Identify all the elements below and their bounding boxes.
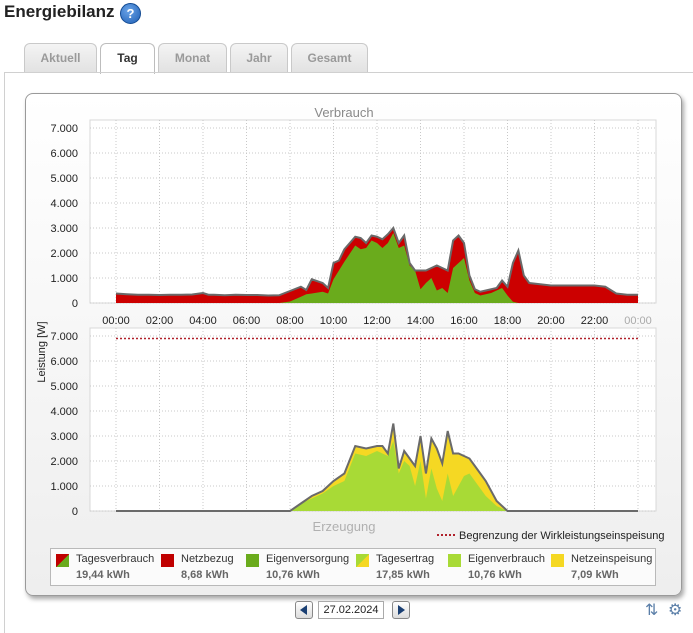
legend-swatch xyxy=(56,554,69,567)
y-tick-label: 1.000 xyxy=(50,481,78,493)
x-tick-label: 10:00 xyxy=(320,315,348,327)
limit-legend-label: Begrenzung der Wirkleistungseinspeisung xyxy=(459,530,664,542)
x-tick-label: 16:00 xyxy=(450,315,478,327)
content-frame xyxy=(4,72,693,633)
series-line-tagesertrag xyxy=(116,423,638,512)
x-tick-label: 02:00 xyxy=(146,315,174,327)
erzeugung-chart: 0 1.000 2.000 3.000 4.000 5.000 6.000 7.000 xyxy=(50,327,657,518)
x-tick-label: 06:00 xyxy=(233,315,261,327)
page-title: Energiebilanz xyxy=(4,2,115,21)
y-tick-label: 4.000 xyxy=(50,406,78,418)
y-tick-label: 7.000 xyxy=(50,331,78,343)
verbrauch-chart: 0 1.000 2.000 3.000 4.000 5.000 6.000 7.000 00:0… xyxy=(50,119,657,327)
y-tick-label: 0 xyxy=(72,298,78,310)
previous-day-button[interactable] xyxy=(295,601,313,619)
sort-icon[interactable]: ⇅ xyxy=(645,602,659,619)
legend-name: Tagesertrag xyxy=(376,553,435,565)
legend-value: 19,44 kWh xyxy=(76,569,130,581)
x-tick-label: 00:00 xyxy=(102,315,130,327)
x-tick-label: 18:00 xyxy=(494,315,522,327)
y-tick-label: 6.000 xyxy=(50,356,78,368)
x-tick-label: 20:00 xyxy=(537,315,565,327)
x-tick-label: 04:00 xyxy=(189,315,217,327)
chart-title-erzeugung: Erzeugung xyxy=(313,519,376,534)
legend-name: Tagesverbrauch xyxy=(76,553,155,565)
legend-swatch xyxy=(448,554,461,567)
area-eigenverbrauch xyxy=(116,441,638,511)
y-tick-label: 3.000 xyxy=(50,223,78,235)
y-tick-label: 2.000 xyxy=(50,456,78,468)
x-tick-label: 14:00 xyxy=(407,315,435,327)
legend-name: Netzbezug xyxy=(181,553,234,565)
tab-gesamt[interactable]: Gesamt xyxy=(291,43,368,72)
y-tick-label: 4.000 xyxy=(50,198,78,210)
tab-aktuell[interactable]: Aktuell xyxy=(24,43,97,72)
y-tick-label: 3.000 xyxy=(50,431,78,443)
y-tick-label: 6.000 xyxy=(50,148,78,160)
help-icon[interactable]: ? xyxy=(120,3,141,24)
legend-swatch xyxy=(551,554,564,567)
legend-name: Eigenversorgung xyxy=(266,553,350,565)
x-tick-label: 12:00 xyxy=(363,315,391,327)
y-tick-label: 5.000 xyxy=(50,381,78,393)
legend-value: 7,09 kWh xyxy=(571,569,619,581)
next-day-button[interactable] xyxy=(392,601,410,619)
y-tick-label: 1.000 xyxy=(50,273,78,285)
legend-swatch xyxy=(161,554,174,567)
series-line-tagesverbrauch xyxy=(115,226,638,297)
legend-name: Netzeinspeisung xyxy=(571,553,653,565)
legend-swatch xyxy=(246,554,259,567)
legend-value: 10,76 kWh xyxy=(266,569,320,581)
tab-monat[interactable]: Monat xyxy=(158,43,227,72)
y-tick-label: 2.000 xyxy=(50,248,78,260)
y-tick-label: 7.000 xyxy=(50,123,78,135)
y-axis-label: Leistung [W] xyxy=(36,321,48,382)
legend-box: Tagesverbrauch 19,44 kWh Netzbezug 8,68 … xyxy=(50,548,656,586)
legend-value: 10,76 kWh xyxy=(468,569,522,581)
energy-charts: Verbrauch Erzeugung Leistung [W] 0 1.000 2… xyxy=(36,105,664,542)
x-tick-label: 08:00 xyxy=(276,315,304,327)
chart-title-verbrauch: Verbrauch xyxy=(314,105,373,120)
gear-icon[interactable]: ⚙ xyxy=(668,602,683,619)
y-tick-label: 0 xyxy=(72,506,78,518)
x-tick-label: 00:00 xyxy=(624,315,652,327)
y-tick-label: 5.000 xyxy=(50,173,78,185)
legend-name: Eigenverbrauch xyxy=(468,553,546,565)
legend-value: 17,85 kWh xyxy=(376,569,430,581)
tab-tag[interactable]: Tag xyxy=(100,43,155,74)
date-field[interactable]: 27.02.2024 xyxy=(318,601,384,619)
x-tick-label: 22:00 xyxy=(581,315,609,327)
tab-jahr[interactable]: Jahr xyxy=(230,43,288,72)
area-eigenversorgung xyxy=(116,233,638,303)
legend-swatch xyxy=(356,554,369,567)
legend-value: 8,68 kWh xyxy=(181,569,229,581)
